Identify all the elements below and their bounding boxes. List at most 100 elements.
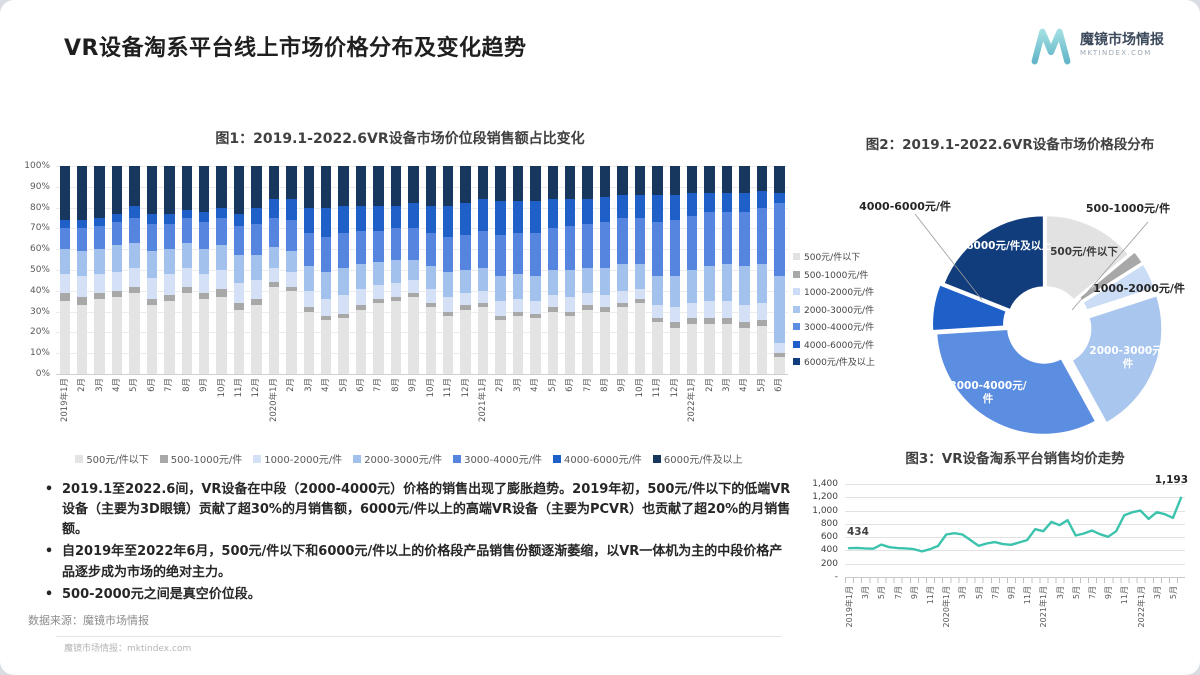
bar-segment	[303, 207, 314, 233]
bar-segment	[617, 218, 628, 264]
bar-segment	[146, 251, 158, 279]
stacked-bar	[303, 166, 314, 374]
stacked-bar	[251, 166, 262, 374]
legend-item: 4000-6000元/件	[552, 451, 642, 466]
bar-segment	[617, 263, 628, 291]
legend-item: 6000元/件及以上	[793, 355, 875, 368]
bar-segment	[251, 207, 262, 225]
y-tick-label: 400	[820, 545, 838, 556]
x-tick-label: 11月	[925, 586, 935, 605]
bar-segment	[721, 211, 733, 264]
bar-segment	[756, 263, 768, 304]
bar-segment	[739, 166, 750, 194]
bar-segment	[94, 166, 105, 219]
bar-segment	[634, 288, 646, 300]
bar-segment	[181, 209, 192, 219]
gridline	[56, 270, 788, 271]
bar-segment	[547, 307, 558, 312]
bar-segment	[76, 305, 88, 374]
bar-segment	[164, 166, 175, 214]
x-tick-label: 4月	[321, 378, 332, 392]
bar-segment	[564, 199, 576, 227]
bar-segment	[320, 299, 332, 316]
bar-segment	[320, 166, 332, 208]
gridline	[56, 186, 788, 188]
bar-segment	[721, 301, 733, 318]
bar-segment	[268, 166, 280, 200]
bar-segment	[94, 274, 105, 293]
bar-segment	[164, 294, 175, 302]
bar-segment	[233, 226, 245, 256]
legend-item: 500-1000元/件	[793, 268, 875, 281]
x-tick-label: 3月	[94, 378, 105, 392]
x-tick-label: 4月	[739, 378, 750, 392]
legend-item: 2000-3000元/件	[353, 451, 442, 466]
footer-credit-link[interactable]: 魔镜市场情报：mktindex.com	[64, 644, 192, 654]
bar-segment	[408, 280, 419, 293]
legend-item: 500元/件以下	[75, 451, 149, 466]
bar-segment	[268, 286, 280, 374]
stacked-bar	[181, 166, 192, 374]
bar-segment	[564, 226, 576, 271]
bar-segment	[634, 166, 646, 196]
bar-segment	[286, 251, 297, 273]
gridline	[56, 249, 788, 251]
pie-label-500-1000: 500-1000元/件	[1085, 202, 1171, 215]
x-tick-label: 9月	[1006, 586, 1016, 600]
bar-segment	[530, 301, 541, 314]
bar-segment	[286, 286, 297, 291]
bar-segment	[216, 288, 227, 298]
bar-segment	[704, 324, 715, 374]
stacked-bar	[76, 166, 88, 374]
bar-segment	[774, 166, 785, 194]
donut-slice	[1070, 294, 1164, 425]
stacked-bar	[512, 166, 524, 374]
gridline	[56, 166, 788, 167]
bar-segment	[373, 284, 384, 300]
x-tick-label: 9月	[909, 586, 919, 600]
bar-segment	[512, 315, 524, 374]
legend-label: 500元/件以下	[804, 253, 861, 263]
bar-segment	[756, 191, 768, 208]
bar-segment	[617, 166, 628, 196]
bar-segment	[704, 193, 715, 212]
bar-segment	[251, 305, 262, 374]
line-end-value-label: 1,193	[1154, 474, 1188, 486]
pie-label-4000-6000: 4000-6000元/件	[859, 200, 951, 213]
bar-segment	[704, 211, 715, 266]
bar-segment	[233, 282, 245, 304]
bar-segment	[146, 278, 158, 300]
data-source-note: 数据来源：魔镜市场情报	[28, 614, 149, 627]
bullet-text: 500-2000元之间是真空价位段。	[62, 586, 261, 602]
bar-segment	[76, 220, 88, 229]
y-tick-label: 1,000	[812, 505, 838, 516]
bar-segment	[390, 259, 402, 283]
stacked-bar	[216, 166, 227, 374]
bar-segment	[547, 166, 558, 200]
pie-label-1000-2000: 1000-2000元/件	[1093, 282, 1185, 295]
bar-segment	[617, 307, 628, 374]
bar-segment	[652, 195, 663, 223]
bar-segment	[233, 303, 245, 310]
bar-segment	[686, 324, 698, 374]
bullet-item: • 2019.1至2022.6间，VR设备在中段（2000-4000元）价格的销售…	[36, 480, 792, 540]
line-start-value-label: 434	[847, 526, 869, 538]
gridline	[56, 311, 788, 313]
bar-segment	[686, 317, 698, 325]
bar-segment	[111, 245, 123, 273]
bar-segment	[652, 305, 663, 318]
bar-segment	[251, 255, 262, 281]
stacked-bar	[94, 166, 105, 374]
bar-segment	[286, 290, 297, 374]
bar-segment	[408, 166, 419, 204]
legend-label: 6000元/件及以上	[663, 455, 743, 466]
bar-segment	[721, 193, 733, 212]
stacked-bar	[704, 166, 715, 374]
bar-segment	[460, 292, 471, 306]
footer-divider	[56, 636, 782, 637]
bar-segment	[774, 193, 785, 204]
legend-swatch	[75, 454, 84, 463]
bar-segment	[634, 218, 646, 264]
bar-segment	[547, 311, 558, 374]
bullet-marker: •	[44, 482, 54, 497]
